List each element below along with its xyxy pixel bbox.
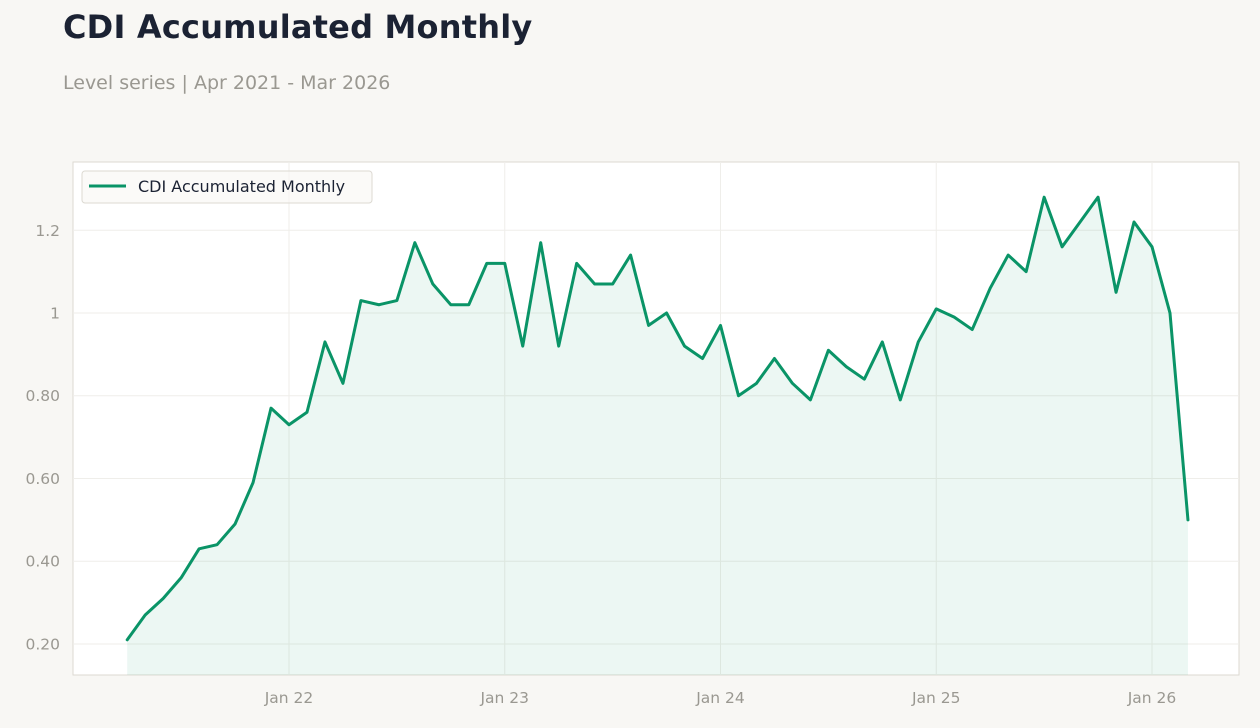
- y-tick-label: 0.20: [25, 635, 60, 653]
- series-area-fill: [127, 197, 1188, 676]
- data-point: [574, 261, 579, 266]
- data-point: [143, 613, 148, 618]
- x-tick-label: Jan 23: [479, 689, 529, 707]
- data-point: [718, 323, 723, 328]
- data-point: [1096, 195, 1101, 200]
- data-point: [1042, 195, 1047, 200]
- data-point: [1167, 311, 1172, 316]
- data-point: [556, 344, 561, 349]
- data-point: [772, 356, 777, 361]
- data-point: [1006, 253, 1011, 258]
- data-point: [952, 315, 957, 320]
- data-point: [988, 286, 993, 291]
- x-tick-label: Jan 25: [911, 689, 961, 707]
- data-point: [340, 381, 345, 386]
- y-tick-label: 1: [50, 305, 60, 323]
- data-point: [322, 339, 327, 344]
- data-point: [592, 282, 597, 287]
- data-point: [790, 381, 795, 386]
- data-point: [1060, 244, 1065, 249]
- data-point: [1150, 244, 1155, 249]
- data-point: [412, 240, 417, 245]
- data-point: [898, 397, 903, 402]
- y-tick-label: 0.60: [25, 470, 60, 488]
- data-point: [197, 546, 202, 551]
- x-axis-ticks: Jan 22 Jan 23 Jan 24 Jan 25 Jan 26: [264, 689, 1177, 707]
- grid-lines: [73, 162, 1239, 675]
- y-tick-label: 0.40: [25, 553, 60, 571]
- data-point: [430, 282, 435, 287]
- chart-title: CDI Accumulated Monthly: [63, 8, 533, 46]
- series-line: [125, 195, 1190, 642]
- data-point: [628, 253, 633, 258]
- data-point: [646, 323, 651, 328]
- data-point: [1024, 269, 1029, 274]
- data-point: [970, 327, 975, 332]
- data-point: [682, 344, 687, 349]
- data-point: [287, 422, 292, 427]
- legend-label: CDI Accumulated Monthly: [138, 177, 345, 196]
- data-point: [520, 344, 525, 349]
- data-point: [934, 306, 939, 311]
- data-point: [700, 356, 705, 361]
- data-point: [233, 521, 238, 526]
- y-tick-label: 1.2: [35, 222, 60, 240]
- data-point: [610, 282, 615, 287]
- legend: CDI Accumulated Monthly: [81, 170, 373, 204]
- data-point: [484, 261, 489, 266]
- chart-subtitle: Level series | Apr 2021 - Mar 2026: [63, 72, 391, 94]
- data-point: [1114, 290, 1119, 295]
- data-point: [448, 302, 453, 307]
- data-point: [304, 410, 309, 415]
- data-point: [466, 302, 471, 307]
- data-point: [538, 240, 543, 245]
- x-tick-label: Jan 26: [1127, 689, 1177, 707]
- data-point: [736, 393, 741, 398]
- y-tick-label: 0.80: [25, 387, 60, 405]
- data-point: [125, 637, 130, 642]
- data-point: [664, 311, 669, 316]
- data-point: [215, 542, 220, 547]
- legend-box: [81, 170, 373, 204]
- data-point: [880, 339, 885, 344]
- data-point: [862, 377, 867, 382]
- data-point: [808, 397, 813, 402]
- y-axis-ticks: 0.20 0.40 0.60 0.80 1 1.2: [25, 222, 60, 654]
- data-point: [502, 261, 507, 266]
- data-point: [394, 298, 399, 303]
- x-tick-label: Jan 22: [264, 689, 314, 707]
- data-point: [826, 348, 831, 353]
- data-point: [1132, 219, 1137, 224]
- data-point: [358, 298, 363, 303]
- data-point: [916, 339, 921, 344]
- data-point: [251, 480, 256, 485]
- data-point: [179, 575, 184, 580]
- data-point: [376, 302, 381, 307]
- data-point: [1185, 517, 1190, 522]
- x-tick-label: Jan 24: [695, 689, 745, 707]
- data-point: [269, 406, 274, 411]
- data-point: [754, 381, 759, 386]
- data-point: [161, 596, 166, 601]
- data-point: [844, 364, 849, 369]
- data-point: [1078, 219, 1083, 224]
